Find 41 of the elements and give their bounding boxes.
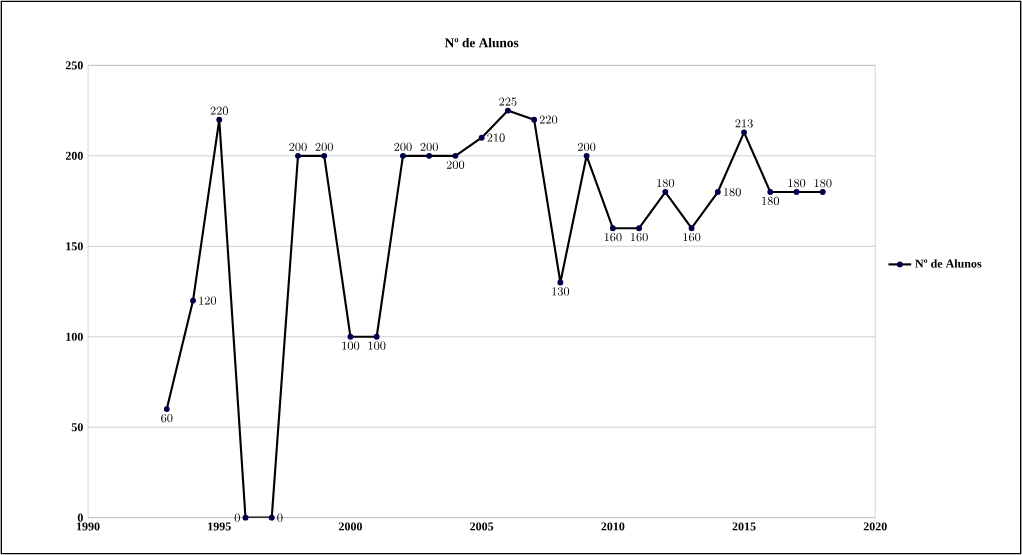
data-label: 160 [604, 233, 622, 242]
data-label: 100 [368, 341, 386, 350]
data-label: 220 [539, 115, 558, 124]
y-tick-label: 150 [66, 242, 83, 251]
x-tick-label: 2015 [732, 522, 756, 531]
x-tick-label: 1995 [208, 522, 231, 531]
data-label: 200 [394, 142, 412, 152]
x-tick-label: 2005 [470, 522, 494, 531]
y-tick-label: 0 [77, 513, 83, 522]
data-label: 200 [577, 142, 596, 152]
x-tick-label: 2010 [601, 522, 625, 531]
data-label: 210 [487, 133, 505, 142]
data-label: 200 [446, 160, 465, 169]
data-label: 200 [289, 142, 307, 152]
data-label: 120 [199, 296, 217, 305]
data-label: 180 [657, 178, 675, 188]
y-tick-label: 250 [65, 61, 83, 70]
data-label: 220 [210, 106, 229, 115]
data-label: 180 [762, 196, 780, 206]
data-label: 100 [342, 341, 360, 350]
data-label: 180 [723, 187, 741, 197]
data-label: 225 [499, 97, 517, 106]
data-label: 0 [234, 513, 240, 522]
x-tick-label: 1990 [77, 522, 100, 531]
data-label: 160 [630, 233, 648, 242]
data-label: 0 [277, 513, 283, 522]
y-tick-label: 50 [71, 423, 83, 432]
data-label: 213 [735, 119, 753, 128]
legend-label: Nº de Alunos [915, 259, 982, 268]
x-tick-label: 2020 [863, 522, 887, 531]
data-label: 60 [161, 413, 173, 423]
data-label: 180 [788, 178, 806, 188]
data-label: 160 [683, 233, 701, 242]
data-label: 180 [814, 178, 832, 188]
x-tick-label: 2000 [338, 522, 362, 531]
data-label: 200 [420, 142, 438, 152]
data-label: 200 [315, 142, 333, 152]
chart-title: Nº de Alunos [444, 37, 519, 48]
y-tick-label: 200 [65, 151, 83, 160]
y-tick-label: 100 [66, 332, 83, 341]
data-label: 130 [552, 287, 570, 296]
